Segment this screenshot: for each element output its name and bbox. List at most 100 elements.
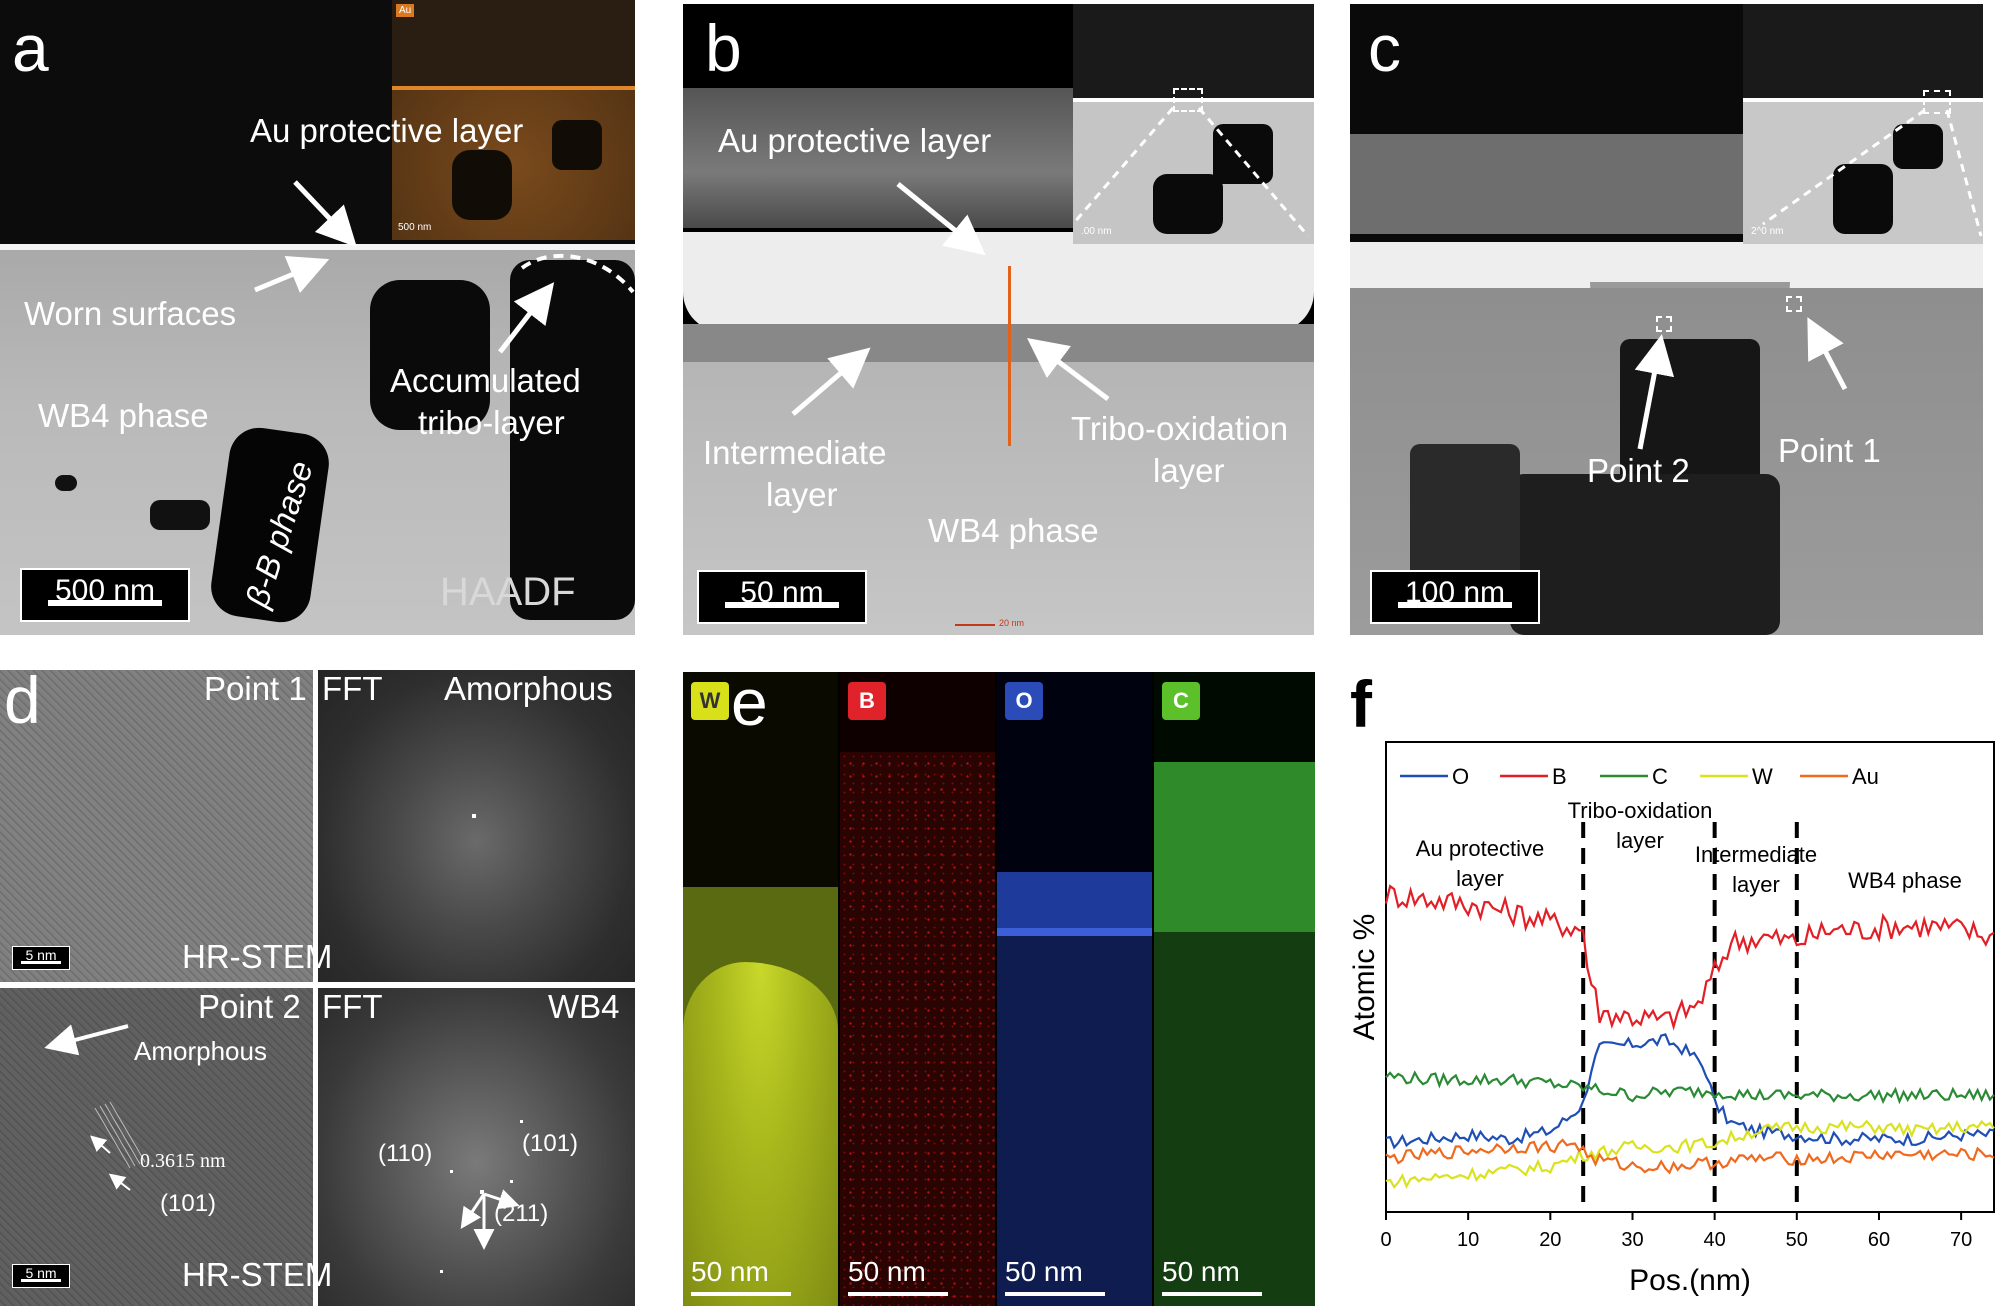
d-scale-bar-2-label: 5 nm [25, 1265, 57, 1281]
x-tick-label: 50 [1786, 1229, 1808, 1251]
d-amorphous-arrow-label: Amorphous [134, 1036, 267, 1066]
inset-scale-label: 500 nm [398, 222, 432, 233]
d-fft-110: (110) [378, 1140, 433, 1167]
d-scale-bar-1-label: 5 nm [25, 947, 57, 963]
d-scale-bar-1: 5 nm [12, 946, 70, 970]
x-axis-label: Pos.(nm) [1629, 1264, 1751, 1297]
series-line-w [1385, 1119, 1995, 1189]
eds-map-c: C 50 nm [1154, 672, 1315, 1306]
panel-c: 2^0 nm c Point 2 Point 1 100 nm [1350, 4, 1983, 635]
panel-letter-c: c [1368, 11, 1401, 85]
fft-spot [480, 1190, 484, 1194]
d-fft1-label: FFT [322, 670, 383, 707]
d-fft-101: (101) [522, 1130, 579, 1157]
panel-e: W 50 nm B 50 nm O 50 nm C 50 nm e [683, 672, 1315, 1306]
panel-b: .00 nm b Au protective layer Intermediat… [683, 4, 1314, 635]
intermediate-band [683, 324, 1314, 364]
overview-inset-b: .00 nm [1073, 4, 1314, 244]
line-chart: 0 10 20 30 40 50 60 70 Pos.(nm) Atomic % O B C W Au Au … [1348, 741, 1995, 1297]
annotation-text: layer [1616, 828, 1664, 853]
tribo-layer-label-1: Accumulated [390, 362, 581, 399]
au-layer-label: Au protective layer [250, 112, 524, 149]
fft-spot [510, 1180, 513, 1183]
point1-marker [1786, 296, 1802, 312]
bright-layer-c [1350, 242, 1983, 288]
scale-bar-b: 50 nm [697, 570, 867, 624]
legend-label-b: B [1552, 764, 1567, 789]
annotation-text: Intermediate [1695, 842, 1817, 867]
fft-point2 [318, 988, 635, 1306]
x-tick-label: 70 [1950, 1229, 1972, 1251]
dark-grain-c3 [1410, 444, 1520, 584]
panel-letter-b: b [705, 11, 742, 85]
linescan-line [1008, 266, 1011, 446]
hrstem-point2 [0, 988, 313, 1306]
panel-d: d Point 1 FFT Amorphous 5 nm HR-STEM Poi… [0, 670, 635, 1306]
tribo-label-2: layer [1153, 452, 1225, 489]
point2-label: Point 2 [1587, 452, 1690, 489]
series-line-au [1385, 1138, 1995, 1175]
dark-grain-1 [370, 280, 490, 430]
d-plane-101: (101) [160, 1190, 217, 1217]
annotation-text: layer [1732, 872, 1780, 897]
d-point2-label: Point 2 [198, 988, 301, 1025]
dark-grain-4 [55, 475, 77, 491]
tribo-oxidation-band [683, 232, 1314, 332]
fft-spot [450, 1170, 453, 1173]
au-layer-label-b: Au protective layer [718, 122, 992, 159]
arrows-b [791, 182, 1110, 416]
legend-label-c: C [1652, 764, 1668, 789]
o-badge: O [1005, 682, 1043, 720]
tribo-layer-label-2: tribo-layer [418, 404, 565, 441]
x-tick-label: 0 [1380, 1229, 1391, 1251]
haadf-label: HAADF [440, 570, 576, 614]
panel-letter-a: a [12, 11, 49, 85]
overview-inset-c: 2^0 nm [1743, 4, 1983, 244]
panel-letter-e: e [731, 672, 768, 739]
dashed-region-outline [520, 253, 635, 294]
au-eds-inset: Au 500 nm [392, 0, 635, 240]
panel-letter-d: d [4, 670, 41, 737]
fft-center-dot [472, 814, 476, 818]
d-hrstem-1: HR-STEM [182, 938, 333, 975]
inset-c-scale: 2^0 nm [1751, 226, 1784, 237]
x-tick-label: 30 [1621, 1229, 1643, 1251]
series-line-b [1384, 884, 1995, 1031]
x-tick-label: 10 [1457, 1229, 1479, 1251]
tiny-scale-label-b: 20 nm [999, 618, 1025, 628]
w-badge: W [691, 682, 729, 720]
point2-marker [1656, 316, 1672, 332]
plot-frame [1385, 741, 1995, 1213]
b-badge: B [848, 682, 886, 720]
point1-label: Point 1 [1778, 432, 1881, 469]
series-line-c [1385, 1070, 1995, 1105]
d-fft-211: (211) [494, 1200, 549, 1227]
fft-spot [520, 1120, 523, 1123]
arrows-a [254, 180, 555, 354]
lattice-arrows [44, 1024, 146, 1191]
d-point1-label: Point 1 [204, 670, 307, 707]
worn-surfaces-label: Worn surfaces [24, 295, 237, 332]
c-scale: 50 nm [1162, 1256, 1240, 1287]
scale-bar-a: 500 nm [20, 568, 190, 622]
x-tick-label: 20 [1539, 1229, 1561, 1251]
annotation-text: Tribo-oxidation [1568, 798, 1713, 823]
d-wb4-label: WB4 [548, 988, 620, 1025]
wb4-phase-label: WB4 phase [38, 397, 209, 434]
inset-b-scale: .00 nm [1081, 226, 1112, 237]
eds-map-w: W 50 nm [683, 672, 838, 1306]
annotation-text: layer [1456, 866, 1504, 891]
eds-map-b: B 50 nm [840, 672, 995, 1306]
annotation-text: Au protective [1416, 836, 1544, 861]
arrows-c [1634, 317, 1848, 450]
b-scale: 50 nm [848, 1256, 926, 1287]
panel-letter-f: f [1350, 672, 1372, 741]
fft-point1 [318, 670, 635, 982]
annotation-text: WB4 phase [1848, 868, 1962, 893]
legend-label-au: Au [1852, 764, 1879, 789]
panel-f: f 0 10 20 30 40 50 60 70 Pos.(nm) Atomic % O B C W Au A… [1340, 672, 2000, 1313]
fft-arrows [460, 1189, 520, 1250]
scale-bar-c: 100 nm [1370, 570, 1540, 624]
tiny-scale-bar-b [955, 624, 995, 626]
tribo-label-1: Tribo-oxidation [1071, 410, 1289, 447]
